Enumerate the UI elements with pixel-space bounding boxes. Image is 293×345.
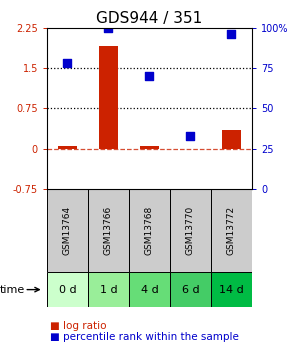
Text: 6 d: 6 d	[182, 285, 199, 295]
Point	[229, 31, 234, 37]
Text: ■ percentile rank within the sample: ■ percentile rank within the sample	[50, 333, 239, 342]
Bar	[170, 272, 211, 307]
Bar	[47, 189, 88, 272]
Bar	[88, 272, 129, 307]
Text: 4 d: 4 d	[141, 285, 158, 295]
Text: ■ log ratio: ■ log ratio	[50, 321, 106, 331]
Text: time: time	[0, 285, 25, 295]
Point	[65, 60, 70, 66]
Bar	[88, 189, 129, 272]
Title: GDS944 / 351: GDS944 / 351	[96, 11, 202, 27]
Bar	[222, 130, 241, 149]
Bar	[129, 272, 170, 307]
Point	[188, 133, 193, 139]
Text: 1 d: 1 d	[100, 285, 117, 295]
Bar	[211, 189, 252, 272]
Bar	[170, 189, 211, 272]
Point	[106, 25, 111, 30]
Point	[147, 73, 152, 79]
Bar	[211, 272, 252, 307]
Text: GSM13764: GSM13764	[63, 206, 72, 255]
Bar	[58, 146, 77, 149]
Text: GSM13766: GSM13766	[104, 206, 113, 255]
Bar	[140, 146, 159, 149]
Bar	[99, 47, 118, 149]
Text: 14 d: 14 d	[219, 285, 244, 295]
Text: 0 d: 0 d	[59, 285, 76, 295]
Text: GSM13770: GSM13770	[186, 206, 195, 255]
Bar	[129, 189, 170, 272]
Text: GSM13768: GSM13768	[145, 206, 154, 255]
Text: GSM13772: GSM13772	[227, 206, 236, 255]
Bar	[47, 272, 88, 307]
